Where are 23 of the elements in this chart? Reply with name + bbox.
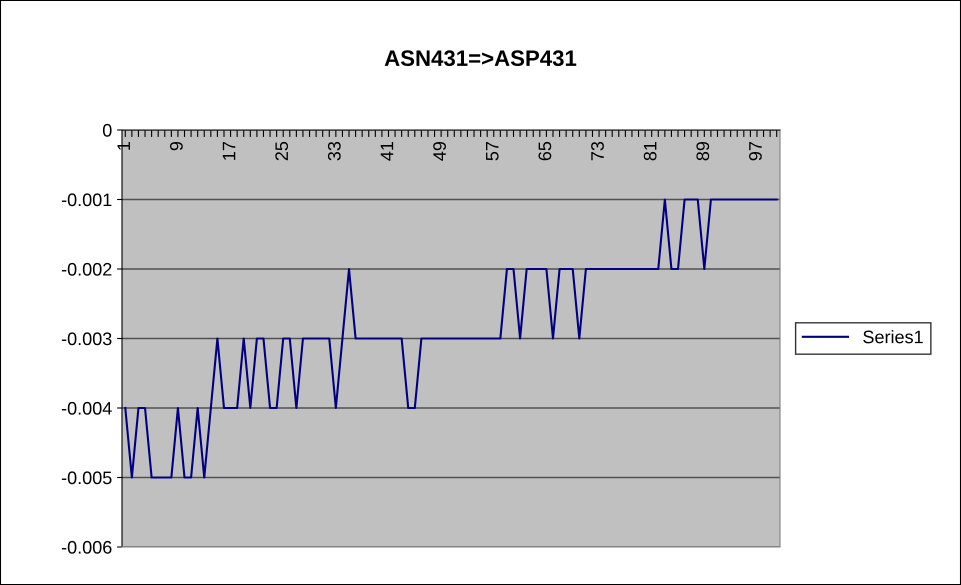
x-tick-label: 17 xyxy=(222,142,236,160)
x-tick-label: 73 xyxy=(591,142,604,160)
y-tick-label: -0.003 xyxy=(62,332,112,346)
x-tick-label: 57 xyxy=(486,142,499,160)
x-tick-label: 33 xyxy=(328,142,341,161)
line-series xyxy=(124,198,778,479)
x-tick-label: 97 xyxy=(749,142,762,160)
legend-label: Series1 xyxy=(863,330,923,344)
chart-title: ASN431=>ASP431 xyxy=(384,50,576,66)
x-tick-label: 81 xyxy=(644,142,657,160)
y-tick-label: -0.001 xyxy=(62,193,112,206)
x-tick-label: 9 xyxy=(170,142,183,150)
x-tick-label: 49 xyxy=(433,142,446,161)
y-tick-label: -0.002 xyxy=(62,262,112,276)
x-tick-label: 25 xyxy=(275,142,288,160)
y-tick-label: -0.005 xyxy=(62,471,112,484)
y-tick-label: 0 xyxy=(102,124,112,137)
x-tick-label: 1 xyxy=(118,142,130,150)
x-tick-label: 65 xyxy=(538,142,552,160)
y-tick-label: -0.004 xyxy=(62,402,112,415)
x-tick-label: 89 xyxy=(696,142,710,160)
x-tick-label: 41 xyxy=(380,142,394,161)
y-tick-label: -0.006 xyxy=(62,540,112,554)
